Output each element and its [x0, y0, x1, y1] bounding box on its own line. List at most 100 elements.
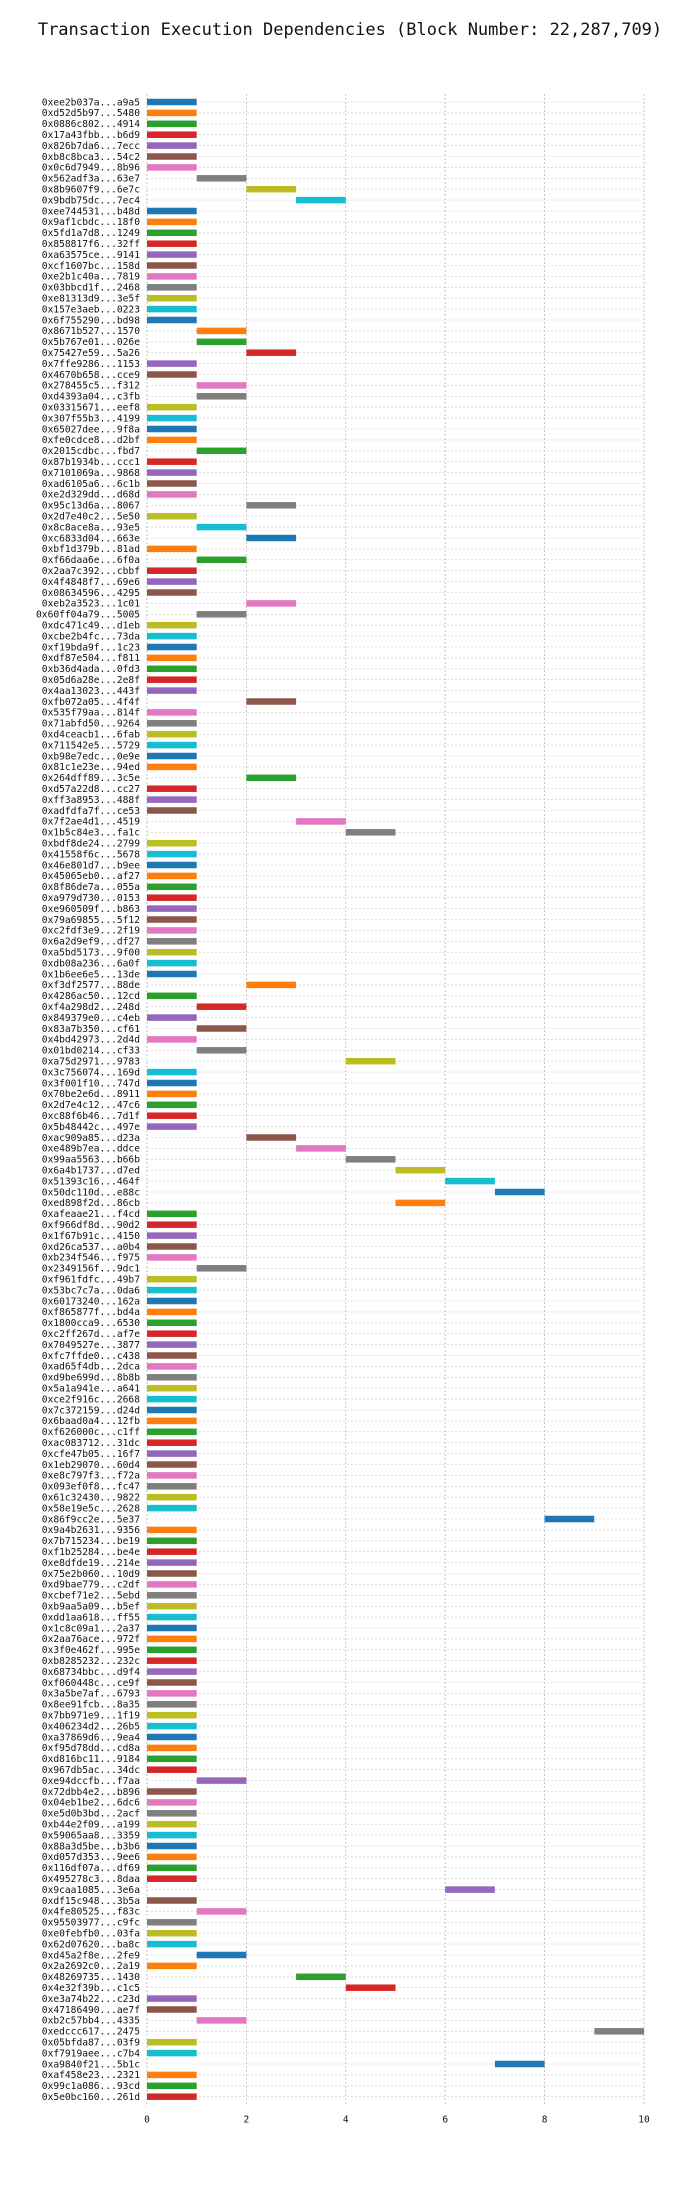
- y-tick-label: 0xd9bae779...c2df: [42, 1580, 140, 1591]
- y-tick-label: 0xeb2a3523...1c01: [42, 599, 140, 610]
- transaction-bar: [196, 1025, 247, 1032]
- transaction-bar: [147, 687, 197, 694]
- y-tick-label: 0x3a5be7af...6793: [42, 1689, 140, 1700]
- y-tick-label: 0xf95d78dd...cd8a: [42, 1743, 140, 1754]
- y-tick-label: 0xf1b25284...be4e: [42, 1547, 140, 1558]
- transaction-bar: [147, 578, 197, 585]
- transaction-bar: [147, 1537, 197, 1545]
- y-tick-label: 0x157e3aeb...0223: [42, 304, 140, 315]
- transaction-bar: [147, 1646, 197, 1654]
- y-tick-label: 0xc2ff267d...af7e: [42, 1329, 140, 1340]
- y-tick-label: 0x5e0bc160...261d: [42, 2092, 140, 2103]
- transaction-bar: [147, 1036, 197, 1043]
- y-tick-label: 0x562adf3a...63e7: [42, 174, 140, 185]
- transaction-bar: [147, 861, 197, 869]
- x-tick-label: 6: [442, 2115, 448, 2126]
- transaction-bar: [147, 1995, 197, 2002]
- transaction-bar: [147, 414, 197, 422]
- y-tick-label: 0x6a4b1737...d7ed: [42, 1166, 140, 1177]
- transaction-bar: [196, 393, 247, 400]
- y-tick-label: 0x2d7e40c2...5e50: [42, 512, 140, 523]
- transaction-bar: [147, 763, 197, 771]
- y-tick-label: 0x3f001f10...747d: [42, 1078, 140, 1089]
- y-tick-label: 0x264dff89...3c5e: [42, 773, 140, 784]
- transaction-bar: [147, 2071, 197, 2079]
- y-tick-label: 0x2349156f...9dc1: [42, 1264, 140, 1275]
- transaction-bar: [147, 262, 197, 269]
- transaction-bar: [147, 98, 197, 106]
- transaction-bar: [147, 741, 197, 749]
- y-tick-label: 0x65027dee...9f8a: [42, 424, 140, 435]
- y-tick-label: 0xee744531...b48d: [42, 206, 140, 217]
- transaction-bar: [147, 1068, 197, 1076]
- y-tick-label: 0x2a2692c0...2a19: [42, 1961, 140, 1972]
- y-tick-label: 0x8671b527...1570: [42, 326, 140, 337]
- transaction-bar: [147, 1940, 197, 1948]
- y-tick-label: 0xcfe47b05...16f7: [42, 1449, 140, 1460]
- transaction-bar: [147, 1526, 197, 1534]
- y-tick-label: 0xd45a2f8e...2fe9: [42, 1950, 140, 1961]
- y-tick-label: 0xdc471c49...d1eb: [42, 621, 140, 632]
- transaction-bar: [147, 654, 197, 662]
- transaction-bar: [196, 523, 247, 531]
- transaction-bar: [395, 1199, 446, 1207]
- transaction-bar: [147, 1014, 197, 1021]
- transaction-bar: [147, 970, 197, 978]
- transaction-bar: [147, 839, 197, 847]
- y-tick-label: 0xce2f916c...2668: [42, 1394, 140, 1405]
- y-tick-label: 0x2aa76ace...972f: [42, 1634, 140, 1645]
- y-tick-label: 0x849379e0...c4eb: [42, 1013, 140, 1024]
- y-tick-label: 0x60173240...162a: [42, 1296, 140, 1307]
- y-tick-label: 0xe81313d9...3e5f: [42, 294, 140, 305]
- y-tick-label: 0xafeaae21...f4cd: [42, 1209, 140, 1220]
- y-tick-label: 0x1eb29070...60d4: [42, 1460, 140, 1471]
- transaction-bar: [147, 709, 197, 716]
- y-tick-label: 0xb8285232...232c: [42, 1656, 140, 1667]
- y-tick-label: 0x3c756074...169d: [42, 1067, 140, 1078]
- transaction-bar: [196, 1047, 247, 1054]
- transaction-bar: [147, 643, 197, 651]
- y-tick-label: 0xa979d730...0153: [42, 893, 140, 904]
- y-tick-label: 0x1f67b91c...4150: [42, 1231, 140, 1242]
- transaction-bar: [147, 621, 197, 629]
- transaction-bar: [296, 1973, 346, 1981]
- y-tick-label: 0x0886c802...4914: [42, 119, 140, 130]
- transaction-bar: [147, 1853, 197, 1861]
- transaction-bar: [147, 1243, 197, 1250]
- y-tick-label: 0x99c1a086...93cd: [42, 2081, 140, 2092]
- transaction-bar: [246, 600, 297, 607]
- y-tick-label: 0x4670b658...cce9: [42, 370, 140, 381]
- transaction-bar: [147, 1733, 197, 1741]
- transaction-bar: [147, 273, 197, 280]
- bar-layer: [147, 98, 644, 2100]
- y-tick-label: 0xedccc617...2475: [42, 2027, 140, 2038]
- y-tick-label: 0x6baad0a4...12fb: [42, 1416, 140, 1427]
- y-tick-label: 0x2aa7c392...cbbf: [42, 566, 140, 577]
- transaction-bar: [147, 1613, 197, 1621]
- transaction-bar: [147, 632, 197, 640]
- transaction-bar: [147, 894, 197, 901]
- transaction-bar: [196, 1908, 247, 1915]
- y-tick-label: 0x75427e59...5a26: [42, 348, 140, 359]
- transaction-bar: [147, 142, 197, 149]
- y-tick-label: 0xa75d2971...9783: [42, 1057, 140, 1068]
- transaction-bar: [147, 1701, 197, 1708]
- y-tick-label: 0x9af1cbdc...18f0: [42, 217, 140, 228]
- transaction-bar: [147, 1330, 197, 1337]
- y-tick-label: 0xd9be699d...8b8b: [42, 1373, 140, 1384]
- y-tick-label: 0xadfdfa7f...ce53: [42, 806, 140, 817]
- y-tick-label: 0xf7919aee...c7b4: [42, 2048, 140, 2059]
- y-tick-label: 0x6a2d9ef9...df27: [42, 937, 140, 948]
- transaction-bar: [147, 1101, 197, 1109]
- transaction-bar: [147, 1864, 197, 1872]
- y-tick-label: 0xee2b037a...a9a5: [42, 97, 140, 108]
- transaction-bar: [147, 1090, 197, 1098]
- y-tick-label: 0x8c8ace8a...93e5: [42, 522, 140, 533]
- transaction-bar: [147, 1428, 197, 1436]
- y-tick-label: 0x826b7da6...7ecc: [42, 141, 140, 152]
- y-tick-label: 0xf626000c...c1ff: [42, 1427, 140, 1438]
- y-tick-label: 0x8b9607f9...6e7c: [42, 185, 140, 196]
- transaction-bar: [196, 1777, 247, 1784]
- transaction-bar: [147, 1570, 197, 1577]
- transaction-bar: [147, 469, 197, 476]
